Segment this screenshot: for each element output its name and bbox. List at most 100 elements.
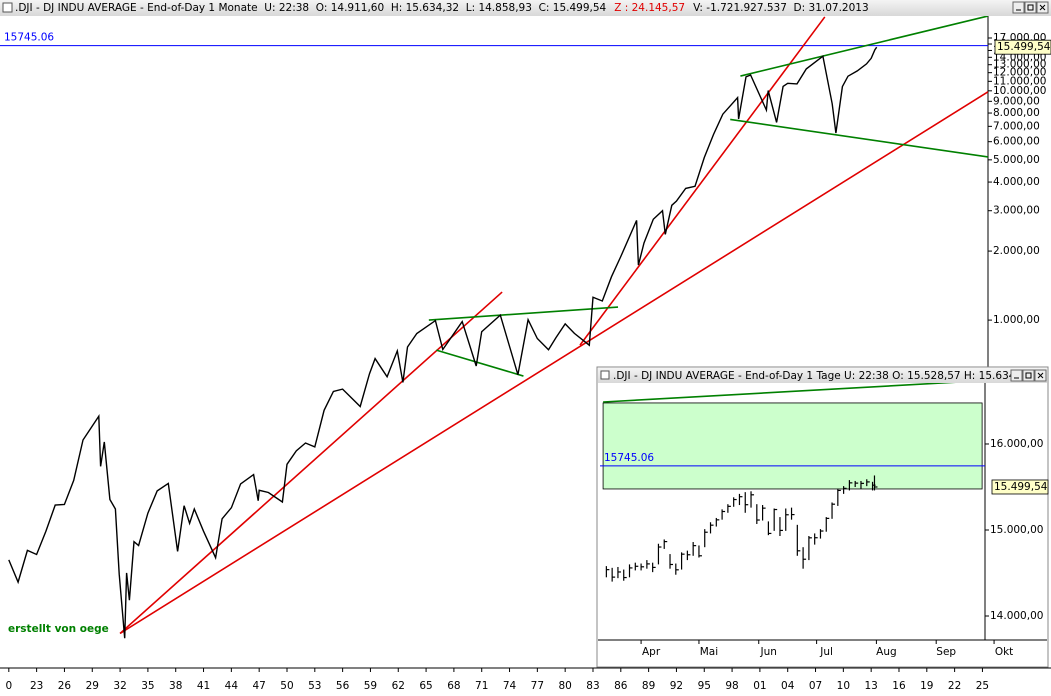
x-tick-label: 29 <box>86 680 99 692</box>
title-part: V: -1.721.927.537 D: 31.07.2013 <box>693 2 869 14</box>
last-value-label: 15.499,54 <box>994 481 1048 493</box>
x-tick-label: 53 <box>308 680 321 692</box>
x-tick-label: Aug <box>876 646 897 658</box>
y-tick-label: 2.000,00 <box>993 245 1040 257</box>
x-tick-label: 83 <box>586 680 599 692</box>
minimize-button[interactable] <box>1012 1 1025 14</box>
x-tick-label: 71 <box>475 680 488 692</box>
x-tick-label: 47 <box>252 680 265 692</box>
x-tick-label: 86 <box>614 680 628 692</box>
horizontal-line-label: 15745.06 <box>604 452 654 464</box>
y-tick-label: 6.000,00 <box>993 136 1040 148</box>
x-tick-label: 07 <box>809 680 822 692</box>
x-tick-label: Jun <box>760 646 777 658</box>
x-tick-label: 16 <box>892 680 906 692</box>
trend-line <box>119 91 988 635</box>
x-tick-label: 13 <box>864 680 877 692</box>
x-tick-label: 19 <box>920 680 933 692</box>
x-tick-label: 80 <box>558 680 571 692</box>
x-tick-label: 95 <box>698 680 711 692</box>
horizontal-line-label: 15745.06 <box>4 32 54 44</box>
close-glyph <box>1037 372 1044 379</box>
y-tick-label: 9.000,00 <box>993 95 1040 107</box>
inset-title: .DJI - DJ INDU AVERAGE - End-of-Day 1 Ta… <box>613 370 1032 382</box>
y-tick-label: 12.000,00 <box>993 67 1046 79</box>
x-tick-label: 32 <box>113 680 126 692</box>
title-bar <box>0 0 1051 16</box>
trend-line <box>119 291 503 635</box>
x-tick-label: Okt <box>995 646 1013 658</box>
x-tick-label: 56 <box>336 680 350 692</box>
y-tick-label: 4.000,00 <box>993 176 1040 188</box>
x-tick-label: 62 <box>392 680 405 692</box>
main-plot: 15745.06 <box>0 16 988 639</box>
maximize-glyph <box>1025 372 1032 379</box>
x-tick-label: 10 <box>837 680 850 692</box>
x-tick-label: 41 <box>197 680 210 692</box>
inset-last-value: 15.499,54 <box>991 479 1049 495</box>
y-tick-label: 10.000,00 <box>993 85 1046 97</box>
x-tick-label: 38 <box>169 680 182 692</box>
x-tick-label: 68 <box>447 680 460 692</box>
last-value-label: 15.499,54 <box>997 41 1051 53</box>
x-tick-label: 65 <box>419 680 432 692</box>
x-tick-label: 35 <box>141 680 154 692</box>
main-last-value: 15.499,54 <box>994 39 1051 55</box>
window-icon <box>600 370 610 380</box>
trend-line <box>436 349 524 377</box>
maximize-button[interactable] <box>1022 369 1035 382</box>
title-part: Z : 24.145,57 <box>614 2 685 14</box>
x-tick-label: 77 <box>531 680 544 692</box>
main-axes: 1.000,00 2.000,00 3.000,00 4.000,00 5.000,00… <box>5 32 1046 692</box>
x-tick-label: 50 <box>280 680 293 692</box>
y-tick-label: 13.000,00 <box>993 59 1046 71</box>
minimize-button[interactable] <box>1010 369 1023 382</box>
x-tick-label: Mai <box>700 646 718 658</box>
y-tick-label: 3.000,00 <box>993 205 1040 217</box>
y-tick-label: 11.000,00 <box>993 75 1046 87</box>
maximize-glyph <box>1027 4 1034 11</box>
y-tick-label: 5.000,00 <box>993 154 1040 166</box>
trend-line <box>730 118 988 158</box>
inset-axes: 14.000,00 15.000,00 16.000,00 Apr Mai Jun Jul A… <box>640 438 1043 658</box>
zone <box>602 402 983 490</box>
last-value-box <box>991 479 1049 495</box>
x-tick-label: 25 <box>976 680 989 692</box>
x-tick-label: 22 <box>948 680 961 692</box>
price-line <box>8 46 878 639</box>
chart-title: .DJI - DJ INDU AVERAGE - End-of-Day 1 Mo… <box>15 2 869 14</box>
last-value-box <box>994 39 1051 55</box>
x-tick-label: 01 <box>753 680 766 692</box>
x-tick-label: Jul <box>819 646 833 658</box>
y-tick-label: 8.000,00 <box>993 107 1040 119</box>
maximize-button[interactable] <box>1024 1 1037 14</box>
x-tick-label: 98 <box>725 680 738 692</box>
window-icon <box>2 2 13 13</box>
y-tick-label: 7.000,00 <box>993 120 1040 132</box>
x-tick-label: 89 <box>642 680 655 692</box>
y-tick-label: 15.000,00 <box>990 524 1043 536</box>
trend-line <box>740 16 988 77</box>
y-tick-label: 14.000,00 <box>990 610 1043 622</box>
trend-line <box>579 16 826 346</box>
inset-plot: 15745.06 <box>600 383 985 582</box>
y-tick-label: 16.000,00 <box>990 438 1043 450</box>
x-tick-label: Apr <box>642 646 661 658</box>
x-tick-label: 23 <box>30 680 43 692</box>
x-tick-label: 04 <box>781 680 795 692</box>
x-tick-label: 44 <box>225 680 239 692</box>
inset-title-bar <box>598 368 1047 383</box>
x-tick-label: 92 <box>670 680 683 692</box>
x-tick-label: 26 <box>58 680 72 692</box>
x-tick-label: 74 <box>503 680 517 692</box>
x-tick-label: 0 <box>5 680 12 692</box>
trend-line <box>428 306 619 321</box>
y-tick-label: 1.000,00 <box>993 314 1040 326</box>
window-buttons <box>1012 1 1049 14</box>
x-tick-label: 59 <box>364 680 377 692</box>
title-part: .DJI - DJ INDU AVERAGE - End-of-Day 1 Mo… <box>15 2 607 14</box>
trend-line <box>603 383 956 403</box>
x-tick-label: Sep <box>936 646 956 658</box>
close-glyph <box>1039 4 1046 11</box>
